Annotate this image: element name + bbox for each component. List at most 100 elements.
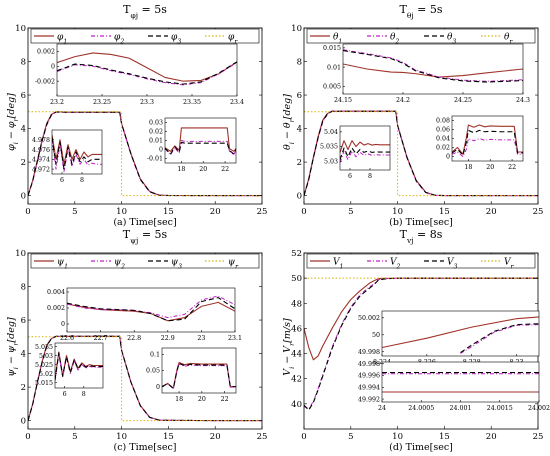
y-tick-label: 10 (15, 24, 26, 34)
x-tick-label: 8 (80, 177, 84, 184)
x-tick-label: 6 (348, 173, 352, 180)
x-tick-label: 20 (486, 164, 494, 171)
x-tick-label: 0 (301, 207, 306, 217)
legend-entry-label: θ3 (447, 33, 456, 46)
series-line-r (28, 336, 262, 422)
x-tick-label: 24.0015 (487, 405, 513, 412)
legend: V1 V2 V3 Vr (306, 253, 536, 271)
series-line-2-inset (67, 295, 235, 319)
legend-entry-label: θr (504, 33, 513, 46)
x-tick-label: 10 (392, 207, 403, 217)
legend-box (306, 28, 536, 44)
series-line-3-inset (162, 362, 236, 389)
y-tick-label: 4.972 (32, 166, 50, 173)
series-line-2-inset (452, 138, 523, 157)
y-tick-label: 8 (21, 57, 26, 67)
legend-entry-label: θ2 (390, 33, 399, 46)
x-tick-label: 18 (464, 164, 472, 171)
x-tick-label: 24.2 (396, 97, 410, 104)
legend-entry-label: V3 (447, 258, 458, 271)
y-tick-label: 0.002 (47, 305, 65, 312)
series-line-V2-inset (460, 324, 539, 354)
y-tick-label: 42 (291, 375, 302, 385)
x-tick-label: 22.6 (60, 335, 74, 342)
x-tick-label: 23.25 (93, 99, 111, 106)
x-axis-label: (b) Time[sec] (389, 217, 453, 228)
x-tick-label: 10 (392, 432, 403, 442)
legend-entry-label: ψ2 (114, 258, 125, 271)
series-group (165, 127, 236, 156)
x-axis-label: (c) Time[sec] (114, 442, 177, 453)
x-tick-label: 0 (25, 207, 30, 217)
plot-frame (342, 43, 524, 95)
legend-entry-label: Vr (504, 258, 515, 271)
x-tick-label: 20 (210, 432, 221, 442)
y-tick-label: 0 (446, 154, 450, 161)
legend-entry-label: V2 (390, 258, 401, 271)
legend-entry-label: ψr (228, 258, 239, 271)
legend-box (306, 253, 536, 269)
series-group (304, 110, 538, 197)
x-tick-label: 22 (221, 396, 229, 403)
y-axis-label: θi − θr[deg] (282, 94, 296, 150)
y-tick-label: 6 (21, 91, 26, 101)
x-tick-label: 5 (72, 432, 77, 442)
y-tick-label: 2 (21, 383, 26, 393)
y-tick-label: 49.998 (358, 349, 380, 356)
plot-frame (54, 342, 104, 389)
y-tick-label: 4.978 (32, 137, 50, 144)
y-tick-label: 0.004 (47, 289, 65, 296)
y-tick-label: 4.974 (32, 157, 50, 164)
y-tick-label: 0.005 (323, 84, 341, 91)
series-line-3-inset (57, 61, 237, 85)
x-tick-label: 22 (508, 164, 516, 171)
x-tick-label: 25 (533, 432, 544, 442)
x-tick-label: 23.2 (50, 99, 64, 106)
x-tick-label: 23.1 (228, 335, 242, 342)
series-line-1-inset (165, 127, 236, 152)
series-line-V3-inset (460, 323, 539, 354)
y-tick-label: 6 (21, 316, 26, 326)
series-line-V3 (304, 277, 538, 411)
series-line-3 (28, 335, 262, 422)
inset-plot: 18 20 22 -0.01 0 0.01 0.02 0.03 (147, 117, 237, 173)
chart-panel-b: 0 5 10 15 20 25 0 2 4 6 8 10 Tθj = 5s (b) Time[sec] θi… (282, 3, 543, 228)
y-tick-label: 50 (291, 274, 302, 284)
series-line-2-inset (55, 353, 103, 381)
y-axis-label: φi − φr[deg] (6, 93, 20, 151)
y-tick-label: 49.992 (358, 396, 380, 403)
y-tick-label: 2 (297, 158, 302, 168)
y-tick-label: 0.02 (149, 129, 163, 136)
y-tick-label: 8 (297, 57, 302, 67)
y-tick-label: 0.002 (37, 49, 55, 56)
series-group (343, 49, 523, 83)
y-tick-label: 0.01 (327, 64, 341, 71)
series-line-1-inset (340, 140, 390, 153)
y-tick-label: 0 (61, 321, 65, 328)
plot-background (162, 348, 236, 393)
y-tick-label: 10 (15, 249, 26, 259)
x-tick-label: 20 (199, 166, 207, 173)
legend-entry-label: ψ1 (57, 258, 68, 271)
x-tick-label: 6 (63, 391, 67, 398)
legend-entry-label: V1 (333, 258, 343, 271)
y-tick-label: 5.035 (35, 344, 53, 351)
y-tick-label: 10 (291, 24, 302, 34)
x-tick-label: 15 (439, 432, 450, 442)
series-line-r (28, 111, 262, 197)
series-group (382, 372, 539, 393)
series-line-3-inset (52, 137, 102, 170)
y-tick-label: 44 (291, 350, 302, 360)
x-axis-label: (d) Time[sec] (389, 442, 453, 453)
series-line-3-inset (452, 129, 523, 156)
legend-box (30, 253, 260, 269)
plot-background (165, 118, 236, 163)
y-tick-label: 0.08 (436, 118, 450, 125)
x-tick-label: 25 (257, 207, 268, 217)
chart-panel-d: 0 5 10 15 20 25 40 42 44 46 48 50 52 Tvj = 8s (d) Time… (282, 228, 550, 453)
series-line-2-inset (343, 49, 523, 82)
y-tick-label: 49.998 (358, 361, 380, 368)
legend: φ1 φ2 φ3 φr (30, 28, 260, 45)
x-tick-label: 5 (348, 432, 353, 442)
